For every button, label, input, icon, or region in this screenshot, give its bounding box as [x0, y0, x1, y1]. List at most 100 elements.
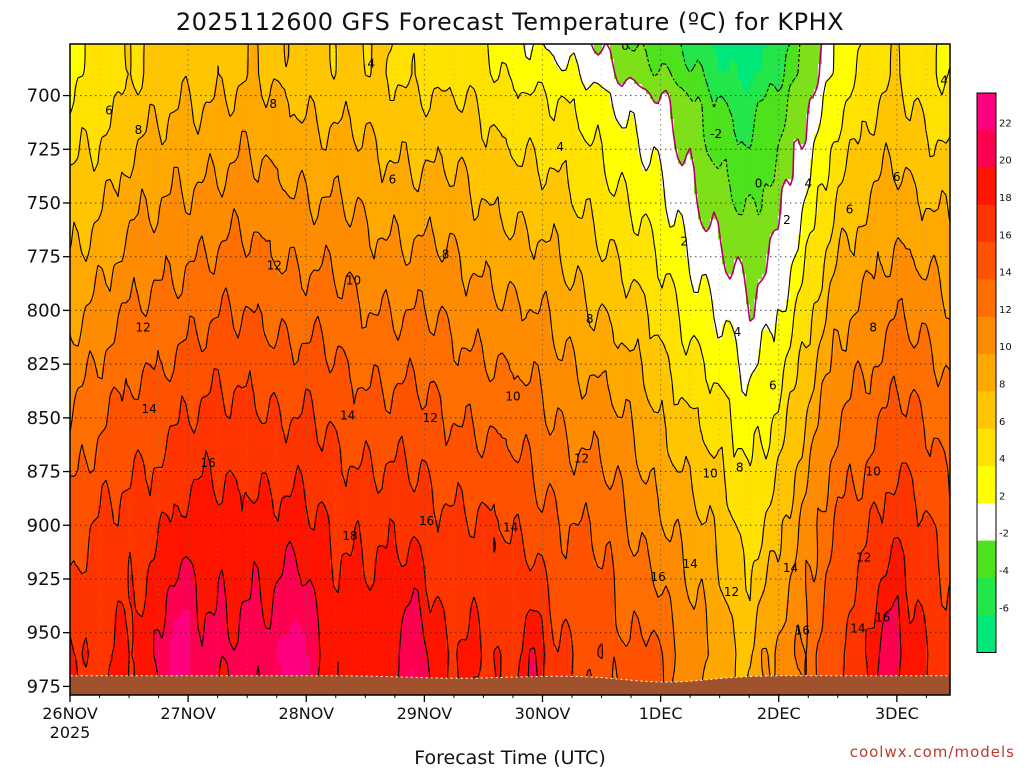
temperature-cell: [910, 609, 915, 616]
temperature-cell: [826, 324, 851, 331]
temperature-cell: [818, 644, 847, 651]
temperature-cell: [570, 444, 591, 451]
temperature-cell: [858, 59, 891, 65]
temperature-cell: [842, 669, 867, 676]
temperature-cell: [538, 239, 547, 245]
temperature-cell: [570, 189, 611, 195]
temperature-cell: [438, 249, 447, 255]
temperature-cell: [810, 444, 839, 451]
temperature-cell: [130, 664, 135, 671]
temperature-cell: [626, 534, 643, 541]
temperature-cell: [754, 304, 787, 311]
temperature-cell: [810, 469, 831, 476]
temperature-cell: [878, 264, 883, 270]
temperature-cell: [514, 524, 523, 531]
temperature-cell: [730, 424, 771, 431]
temperature-cell: [122, 254, 195, 260]
temperature-cell: [734, 619, 759, 626]
temperature-cell: [382, 474, 411, 481]
contour-label: 4: [556, 140, 564, 154]
temperature-cell: [394, 94, 419, 100]
temperature-cell: [82, 314, 119, 321]
temperature-cell: [214, 94, 227, 100]
temperature-cell: [850, 394, 891, 401]
temperature-cell: [882, 409, 903, 416]
temperature-cell: [834, 269, 867, 275]
temperature-cell: [786, 104, 811, 110]
temperature-cell: [534, 494, 547, 501]
temperature-cell: [506, 539, 511, 546]
temperature-cell: [614, 579, 655, 586]
temperature-cell: [206, 459, 211, 466]
temperature-cell: [790, 94, 815, 100]
temperature-cell: [118, 309, 143, 316]
temperature-cell: [494, 669, 503, 676]
temperature-cell: [450, 319, 551, 326]
temperature-cell: [246, 69, 259, 75]
temperature-cell: [866, 379, 871, 386]
temperature-cell: [342, 194, 471, 200]
temperature-cell: [322, 329, 395, 336]
temperature-cell: [558, 64, 567, 70]
temperature-cell: [842, 409, 883, 416]
temperature-cell: [898, 469, 911, 476]
temperature-cell: [82, 319, 119, 326]
temperature-cell: [626, 499, 659, 506]
temperature-cell: [718, 544, 743, 551]
temperature-cell: [834, 219, 867, 225]
temperature-cell: [870, 269, 875, 275]
temperature-cell: [238, 479, 263, 486]
temperature-cell: [598, 309, 607, 316]
temperature-cell: [318, 624, 403, 631]
temperature-cell: [114, 644, 131, 651]
temperature-cell: [802, 634, 807, 641]
temperature-cell: [534, 484, 623, 491]
temperature-cell: [186, 404, 199, 411]
temperature-cell: [386, 404, 391, 411]
temperature-cell: [866, 459, 947, 466]
temperature-cell: [398, 649, 427, 656]
temperature-cell: [818, 294, 831, 300]
temperature-cell: [110, 179, 123, 185]
temperature-cell: [822, 399, 847, 406]
temperature-cell: [230, 304, 359, 311]
contour-label: 6: [389, 172, 397, 186]
temperature-cell: [830, 154, 847, 160]
temperature-cell: [942, 289, 950, 295]
temperature-cell: [418, 469, 431, 476]
contour-label: 12: [423, 411, 438, 425]
temperature-cell: [790, 279, 803, 285]
temperature-cell: [650, 59, 687, 65]
temperature-cell: [366, 64, 371, 70]
temperature-cell: [482, 134, 491, 140]
temperature-cell: [826, 259, 839, 265]
temperature-cell: [934, 369, 943, 376]
temperature-cell: [558, 514, 583, 521]
temperature-cell: [782, 369, 799, 376]
temperature-cell: [918, 394, 950, 401]
temperature-cell: [762, 594, 791, 601]
temperature-cell: [286, 329, 315, 336]
temperature-cell: [806, 434, 815, 441]
temperature-cell: [678, 159, 687, 165]
temperature-cell: [758, 609, 787, 616]
temperature-cell: [894, 174, 903, 180]
temperature-cell: [722, 384, 743, 391]
temperature-cell: [786, 434, 807, 441]
temperature-cell: [478, 209, 499, 215]
temperature-cell: [78, 464, 87, 471]
temperature-cell: [350, 109, 423, 115]
temperature-cell: [614, 69, 651, 75]
temperature-cell: [386, 469, 407, 476]
temperature-cell: [878, 509, 883, 516]
temperature-cell: [890, 164, 950, 170]
temperature-cell: [142, 64, 247, 70]
temperature-cell: [418, 479, 431, 486]
temperature-cell: [626, 509, 659, 516]
temperature-cell: [842, 344, 847, 351]
temperature-cell: [98, 504, 111, 511]
temperature-cell: [142, 89, 183, 95]
temperature-cell: [830, 559, 859, 566]
